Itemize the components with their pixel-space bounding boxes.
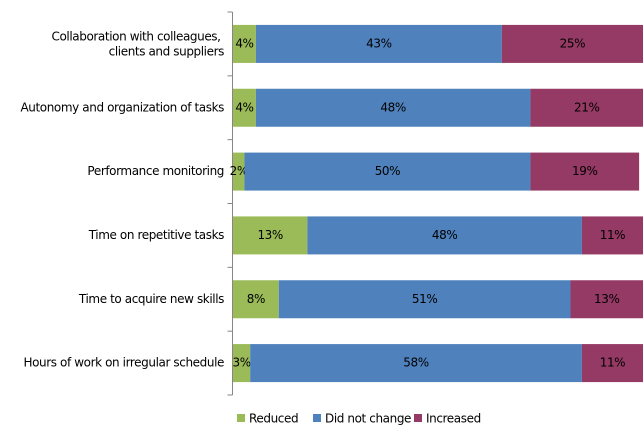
bar-segment	[244, 152, 531, 191]
bar-segment	[278, 280, 571, 319]
bar-segment	[233, 280, 279, 319]
bar-segment	[255, 24, 502, 63]
legend-label: Reduced	[249, 412, 298, 426]
legend-label: Did not change	[325, 412, 411, 426]
value-label: 48%	[380, 100, 405, 114]
value-label: 11%	[600, 228, 625, 242]
value-label: 13%	[257, 228, 282, 242]
value-label: 3%	[232, 356, 250, 370]
bar-segment	[233, 152, 245, 191]
category-label: Time on repetitive tasks	[88, 228, 224, 242]
legend-label: Increased	[426, 412, 481, 426]
category-label: Hours of work on irregular schedule	[23, 356, 224, 370]
legend-swatch	[237, 414, 245, 422]
category-label: Collaboration with colleagues, clients a…	[52, 29, 225, 58]
value-label: 43%	[366, 36, 391, 50]
bar-segment	[255, 88, 531, 127]
legend-swatch	[414, 414, 422, 422]
bar-segment	[501, 24, 643, 63]
bar-segment	[581, 216, 643, 255]
value-label: 2%	[230, 164, 248, 178]
category-label: Autonomy and organization of tasks	[20, 100, 224, 114]
bar-segment	[581, 344, 643, 383]
value-label: 4%	[235, 36, 253, 50]
bar-segment	[233, 24, 256, 63]
bar-segment	[530, 152, 640, 191]
value-label: 11%	[600, 356, 625, 370]
bar-segment	[250, 344, 582, 383]
bar-segment	[233, 88, 256, 127]
category-label: Time to acquire new skills	[78, 292, 224, 306]
legend-swatch	[313, 414, 321, 422]
value-label: 51%	[412, 292, 437, 306]
value-label: 4%	[235, 100, 253, 114]
bar-segment	[233, 344, 251, 383]
value-label: 21%	[574, 100, 599, 114]
bar-segment	[530, 88, 643, 127]
value-label: 58%	[403, 356, 428, 370]
bar-segment	[307, 216, 582, 255]
bar-segment	[233, 216, 308, 255]
category-label: Performance monitoring	[87, 164, 224, 178]
value-label: 8%	[247, 292, 265, 306]
value-label: 13%	[594, 292, 619, 306]
bar-segment	[570, 280, 643, 319]
value-label: 50%	[375, 164, 400, 178]
value-label: 25%	[560, 36, 585, 50]
value-label: 48%	[432, 228, 457, 242]
value-label: 19%	[572, 164, 597, 178]
